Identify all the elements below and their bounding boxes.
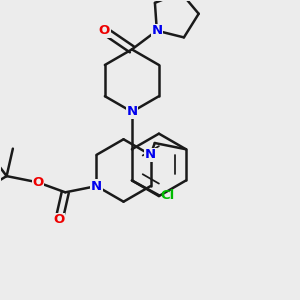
- Text: N: N: [126, 105, 137, 118]
- Text: O: O: [99, 24, 110, 37]
- Text: O: O: [53, 213, 65, 226]
- Text: N: N: [151, 24, 162, 37]
- Text: Cl: Cl: [161, 189, 175, 202]
- Text: O: O: [32, 176, 44, 189]
- Text: N: N: [145, 148, 156, 161]
- Text: N: N: [91, 180, 102, 193]
